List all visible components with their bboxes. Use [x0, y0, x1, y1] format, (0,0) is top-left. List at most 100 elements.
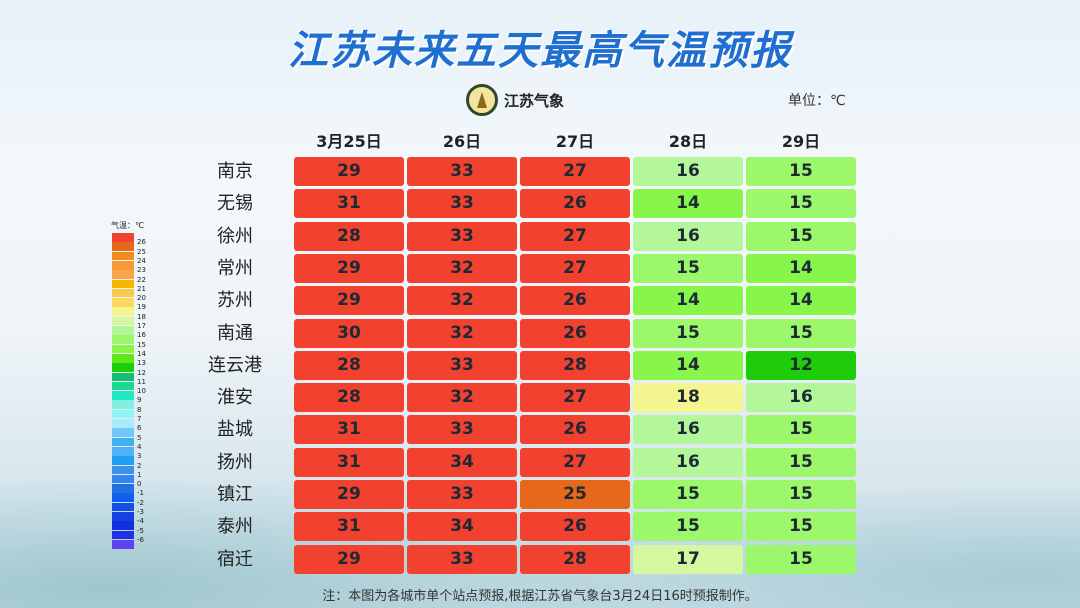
legend-swatch: [112, 484, 134, 493]
temperature-cell: 33: [407, 157, 517, 186]
legend-swatch: [112, 353, 134, 363]
temperature-cell: 16: [633, 447, 743, 477]
legend-label: -2: [137, 498, 144, 507]
legend-swatch: [112, 307, 134, 317]
legend-swatch: [112, 270, 134, 279]
legend-label: 18: [137, 312, 146, 321]
legend-label: 14: [137, 349, 146, 358]
legend-label: 16: [137, 331, 146, 340]
temperature-cell: 32: [407, 383, 517, 413]
temperature-cell: 32: [407, 286, 517, 316]
legend-swatch: [112, 316, 134, 326]
legend-label: 26: [137, 238, 146, 247]
footnote: 注：本图为各城市单个站点预报,根据江苏省气象台3月24日16时预报制作。: [322, 589, 758, 604]
temperature-cell: 28: [294, 350, 404, 380]
temperature-cell: 33: [407, 221, 517, 251]
city-label: 扬州: [217, 451, 253, 473]
legend-label: 6: [137, 424, 142, 433]
legend-swatch: [112, 242, 134, 251]
temperature-cell: 14: [633, 189, 743, 219]
legend-label: 12: [137, 368, 146, 377]
legend-label: 2: [137, 461, 142, 470]
temperature-cell: 15: [633, 253, 743, 283]
city-label: 镇江: [217, 484, 253, 505]
legend-title: 气温：℃: [111, 221, 144, 230]
city-label: 常州: [217, 257, 253, 279]
city-label: 泰州: [217, 516, 253, 538]
legend-label: 8: [137, 405, 142, 414]
legend-swatch: [112, 409, 134, 419]
legend-swatch: [112, 288, 134, 298]
legend-label: 0: [137, 480, 142, 489]
temperature-cell: 26: [520, 415, 630, 445]
temperature-cell: 15: [746, 189, 856, 219]
legend-label: 9: [137, 396, 142, 405]
temperature-cell: 33: [407, 350, 517, 380]
temperature-cell: 29: [294, 157, 404, 186]
city-label: 南通: [217, 322, 253, 344]
temperature-cell: 28: [294, 221, 404, 251]
temperature-cell: 26: [520, 318, 630, 348]
column-header: 27日: [555, 132, 595, 151]
temperature-cell: 27: [520, 157, 630, 186]
legend-label: -4: [137, 517, 144, 526]
temperature-cell: 32: [407, 253, 517, 283]
legend-swatch: [112, 502, 134, 512]
legend-swatch: [112, 363, 134, 372]
column-header: 28日: [668, 132, 708, 151]
temperature-cell: 34: [407, 447, 517, 477]
temperature-cell: 27: [520, 383, 630, 413]
city-label: 宿迁: [217, 548, 253, 570]
temperature-cell: 16: [633, 415, 743, 445]
legend-swatch: [112, 251, 134, 261]
temperature-cell: 15: [746, 221, 856, 251]
legend-label: 19: [137, 303, 146, 312]
temperature-cell: 15: [746, 415, 856, 445]
legend-swatch: [112, 437, 134, 447]
temperature-cell: 31: [294, 512, 404, 542]
temperature-cell: 33: [407, 480, 517, 509]
legend-swatch: [112, 391, 134, 400]
temperature-cell: 31: [294, 415, 404, 445]
temperature-cell: 25: [520, 480, 630, 509]
temperature-cell: 18: [633, 383, 743, 413]
temperature-cell: 30: [294, 318, 404, 348]
temperature-cell: 26: [520, 189, 630, 219]
city-label: 徐州: [217, 225, 253, 247]
legend-swatch: [112, 428, 134, 437]
temperature-cell: 15: [633, 318, 743, 348]
temperature-cell: 28: [520, 350, 630, 380]
temperature-cell: 28: [520, 544, 630, 574]
temperature-cell: 29: [294, 480, 404, 509]
temperature-cell: 27: [520, 253, 630, 283]
temperature-cell: 32: [407, 318, 517, 348]
legend-label: 24: [137, 256, 146, 265]
legend-label: 7: [137, 415, 142, 423]
temperature-cell: 26: [520, 512, 630, 542]
temperature-cell: 26: [520, 286, 630, 316]
legend-swatch: [112, 233, 134, 242]
temperature-cell: 15: [746, 447, 856, 477]
logo: 江苏气象: [466, 84, 564, 116]
logo-text: 江苏气象: [504, 91, 565, 110]
legend-swatch: [112, 260, 134, 270]
legend-label: -3: [137, 508, 144, 516]
temperature-cell: 16: [633, 221, 743, 251]
city-label: 连云港: [208, 354, 262, 376]
legend-swatch: [112, 344, 134, 354]
legend-label: -6: [137, 535, 144, 544]
temperature-cell: 15: [746, 318, 856, 348]
legend-swatch: [112, 400, 134, 410]
legend-label: 15: [137, 340, 146, 349]
legend-label: 22: [137, 275, 146, 284]
temperature-cell: 15: [633, 480, 743, 509]
legend-label: 10: [137, 387, 146, 396]
temperature-cell: 33: [407, 189, 517, 219]
unit-label: 单位：℃: [788, 93, 846, 109]
temperature-cell: 12: [746, 350, 856, 380]
temperature-cell: 27: [520, 447, 630, 477]
legend-label: 5: [137, 433, 142, 442]
temperature-cell: 15: [746, 480, 856, 509]
temperature-cell: 29: [294, 544, 404, 574]
temperature-cell: 14: [633, 350, 743, 380]
